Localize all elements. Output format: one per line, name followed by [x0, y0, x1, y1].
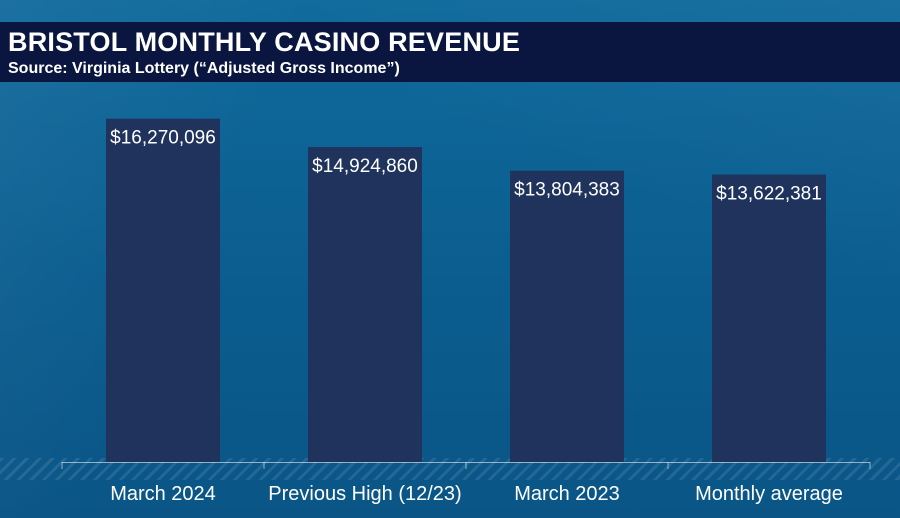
data-label-march-2023: $13,804,383 [514, 180, 620, 201]
title-band: BRISTOL MONTHLY CASINO REVENUE Source: V… [0, 22, 900, 82]
bar-previous-high-12-23 [308, 147, 422, 462]
background-stripe [0, 458, 900, 480]
category-label-march-2024: March 2024 [110, 483, 216, 505]
category-label-monthly-average: Monthly average [695, 483, 843, 505]
chart-subtitle: Source: Virginia Lottery (“Adjusted Gros… [8, 60, 400, 77]
x-axis: March 2024 Previous High (12/23) March 202… [61, 462, 871, 505]
bars-group: $16,270,096 $14,924,860 $13,804,383 $13,622… [106, 118, 826, 463]
bar-monthly-average [712, 174, 826, 463]
data-label-previous-high-12-23: $14,924,860 [312, 156, 418, 177]
bar-march-2024 [106, 118, 220, 462]
bar-march-2023 [510, 170, 624, 462]
category-label-march-2023: March 2023 [514, 483, 620, 505]
data-label-march-2024: $16,270,096 [110, 128, 216, 149]
data-label-monthly-average: $13,622,381 [716, 184, 822, 205]
chart-title: BRISTOL MONTHLY CASINO REVENUE [8, 27, 521, 57]
category-label-previous-high-12-23: Previous High (12/23) [268, 483, 461, 505]
